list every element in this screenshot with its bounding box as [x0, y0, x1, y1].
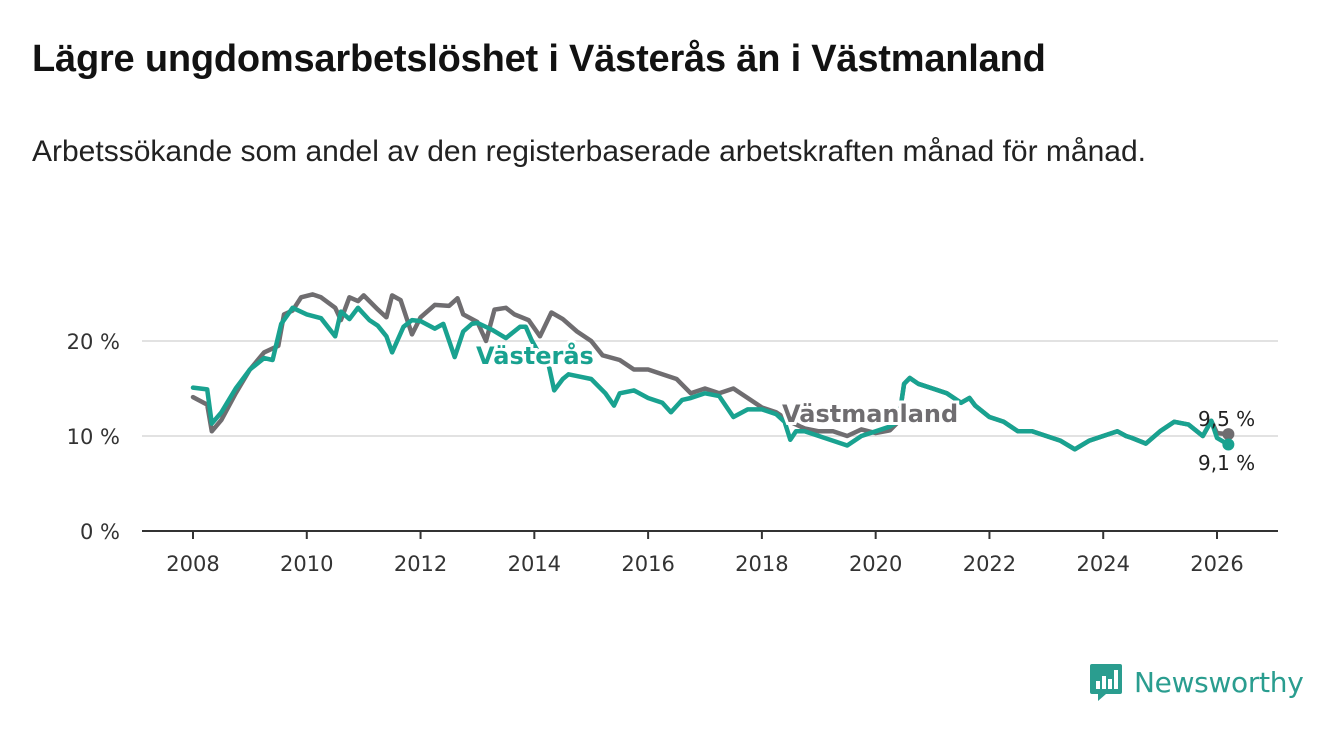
chart-title: Lägre ungdomsarbetslöshet i Västerås än … [32, 38, 1046, 80]
x-axis [142, 530, 1278, 539]
y-axis-labels: 0 % 10 % 20 % [67, 330, 120, 544]
series-label-vastmanland: Västmanland [782, 400, 958, 428]
end-point [1222, 428, 1235, 441]
series-label-vasteras: Västerås [476, 341, 594, 370]
x-tick-label: 2026 [1190, 552, 1243, 576]
x-tick-label: 2012 [394, 552, 447, 576]
x-tick-label: 2022 [963, 552, 1016, 576]
x-tick-label: 2018 [735, 552, 788, 576]
y-tick-label: 20 % [67, 330, 120, 354]
x-tick-label: 2020 [849, 552, 902, 576]
x-axis-labels: 2008 2010 2012 2014 2016 2018 2020 2022 2024 2026 [166, 552, 1243, 576]
x-tick-label: 2008 [166, 552, 219, 576]
newsworthy-logo: Newsworthy [1088, 660, 1304, 704]
series-labels: 9,5 % 9,1 % Västerås Västmanland [473, 338, 1255, 475]
end-point [1222, 438, 1235, 451]
brand-name: Newsworthy [1134, 665, 1304, 699]
chart-subtitle: Arbetssökande som andel av den registerb… [32, 135, 1146, 168]
y-tick-label: 10 % [67, 425, 120, 449]
y-tick-label: 0 % [80, 520, 120, 544]
x-tick-label: 2016 [621, 552, 674, 576]
x-tick-label: 2024 [1076, 552, 1129, 576]
gridlines [142, 340, 1278, 437]
bar-chart-icon [1090, 664, 1122, 701]
series-line-västerås [190, 305, 1231, 452]
end-value-label: 9,5 % [1198, 407, 1255, 431]
x-tick-label: 2014 [508, 552, 561, 576]
x-tick-label: 2010 [280, 552, 333, 576]
series-lines [190, 292, 1235, 452]
end-value-label: 9,1 % [1198, 451, 1255, 475]
